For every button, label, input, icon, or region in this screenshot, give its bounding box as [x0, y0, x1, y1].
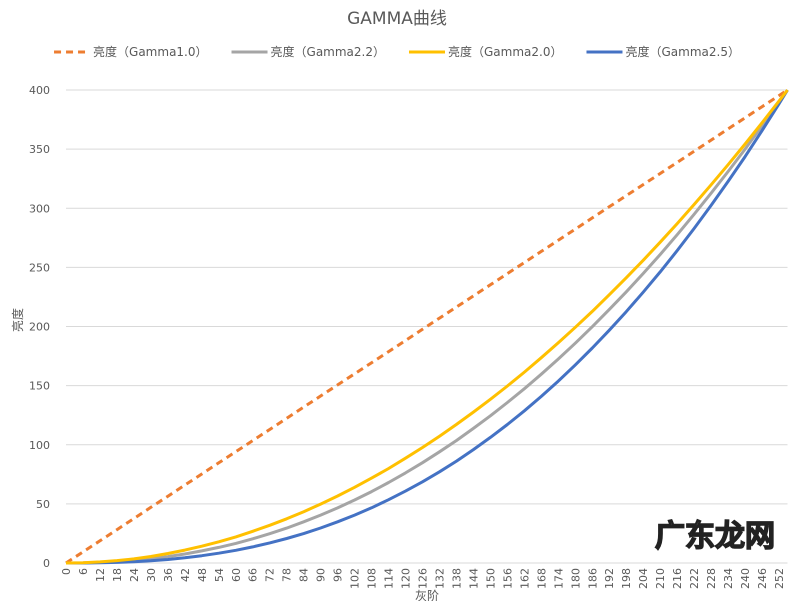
x-tick-label: 222 [688, 568, 701, 589]
x-tick-label: 180 [569, 568, 582, 589]
series-line-1 [65, 89, 789, 565]
x-tick-label: 66 [247, 568, 260, 582]
x-tick-label: 228 [705, 568, 718, 589]
x-tick-label: 198 [620, 568, 633, 589]
x-tick-label: 234 [722, 568, 735, 589]
x-tick-label: 6 [77, 568, 90, 575]
legend: 亮度（Gamma1.0） 亮度（Gamma2.2） 亮度（Gamma2.0） 亮度（G… [54, 44, 740, 59]
x-tick-label: 0 [60, 568, 73, 575]
watermark-logo: 广东龙网 [655, 519, 775, 554]
x-tick-label: 90 [315, 568, 328, 582]
x-tick-label: 144 [467, 568, 480, 589]
legend-item-label: 亮度（Gamma2.2） [271, 44, 385, 59]
y-axis-ticks: 0 50 100 150 200 250 300 350 400 [29, 84, 50, 570]
x-tick-label: 24 [128, 568, 141, 582]
x-tick-label: 78 [281, 568, 294, 582]
x-tick-label: 204 [637, 568, 650, 589]
x-tick-label: 96 [332, 568, 345, 582]
y-tick-label: 400 [29, 84, 50, 97]
x-tick-label: 174 [552, 568, 565, 589]
legend-item-label: 亮度（Gamma2.5） [625, 44, 739, 59]
y-tick-label: 200 [29, 321, 50, 334]
x-axis-ticks: 0 6 12 18 24 30 36 42 48 54 60 66 72 78 84 90 96 102 108 11… [60, 568, 786, 589]
series-line-2 [65, 89, 789, 565]
x-tick-label: 126 [417, 568, 430, 589]
y-axis-label: 亮度 [10, 308, 25, 332]
x-tick-label: 120 [400, 568, 413, 589]
legend-item-label: 亮度（Gamma2.0） [448, 44, 562, 59]
x-tick-label: 18 [111, 568, 124, 582]
x-tick-label: 168 [535, 568, 548, 589]
y-tick-label: 100 [29, 439, 50, 452]
x-tick-label: 240 [739, 568, 752, 589]
series-line-3 [66, 89, 789, 565]
x-axis-label: 灰阶 [415, 589, 439, 601]
chart-title: GAMMA曲线 [347, 9, 447, 29]
x-tick-label: 30 [145, 568, 158, 582]
y-tick-label: 150 [29, 380, 50, 393]
x-tick-label: 60 [230, 568, 243, 582]
x-tick-label: 102 [349, 568, 362, 589]
x-tick-label: 186 [586, 568, 599, 589]
x-tick-label: 150 [484, 568, 497, 589]
y-tick-label: 250 [29, 261, 50, 274]
y-tick-label: 350 [29, 143, 50, 156]
legend-item-label: 亮度（Gamma1.0） [93, 44, 207, 59]
x-tick-label: 12 [94, 568, 107, 582]
x-tick-label: 48 [196, 568, 209, 582]
x-tick-label: 210 [654, 568, 667, 589]
x-tick-label: 114 [383, 568, 396, 589]
x-tick-label: 162 [518, 568, 531, 589]
x-tick-label: 246 [756, 568, 769, 589]
x-tick-label: 36 [162, 568, 175, 582]
gridlines [66, 89, 788, 564]
y-tick-label: 50 [36, 498, 50, 511]
x-tick-label: 156 [501, 568, 514, 589]
y-tick-label: 300 [29, 202, 50, 215]
x-tick-label: 72 [264, 568, 277, 582]
series-line-0 [65, 88, 789, 565]
series-lines [65, 88, 789, 565]
x-tick-label: 252 [773, 568, 786, 589]
x-tick-label: 42 [179, 568, 192, 582]
x-tick-label: 216 [671, 568, 684, 589]
x-tick-label: 132 [433, 568, 446, 589]
y-tick-label: 0 [43, 557, 50, 570]
x-tick-label: 138 [450, 568, 463, 589]
x-tick-label: 54 [213, 568, 226, 582]
x-tick-label: 84 [298, 568, 311, 582]
x-tick-label: 108 [366, 568, 379, 589]
x-tick-label: 192 [603, 568, 616, 589]
